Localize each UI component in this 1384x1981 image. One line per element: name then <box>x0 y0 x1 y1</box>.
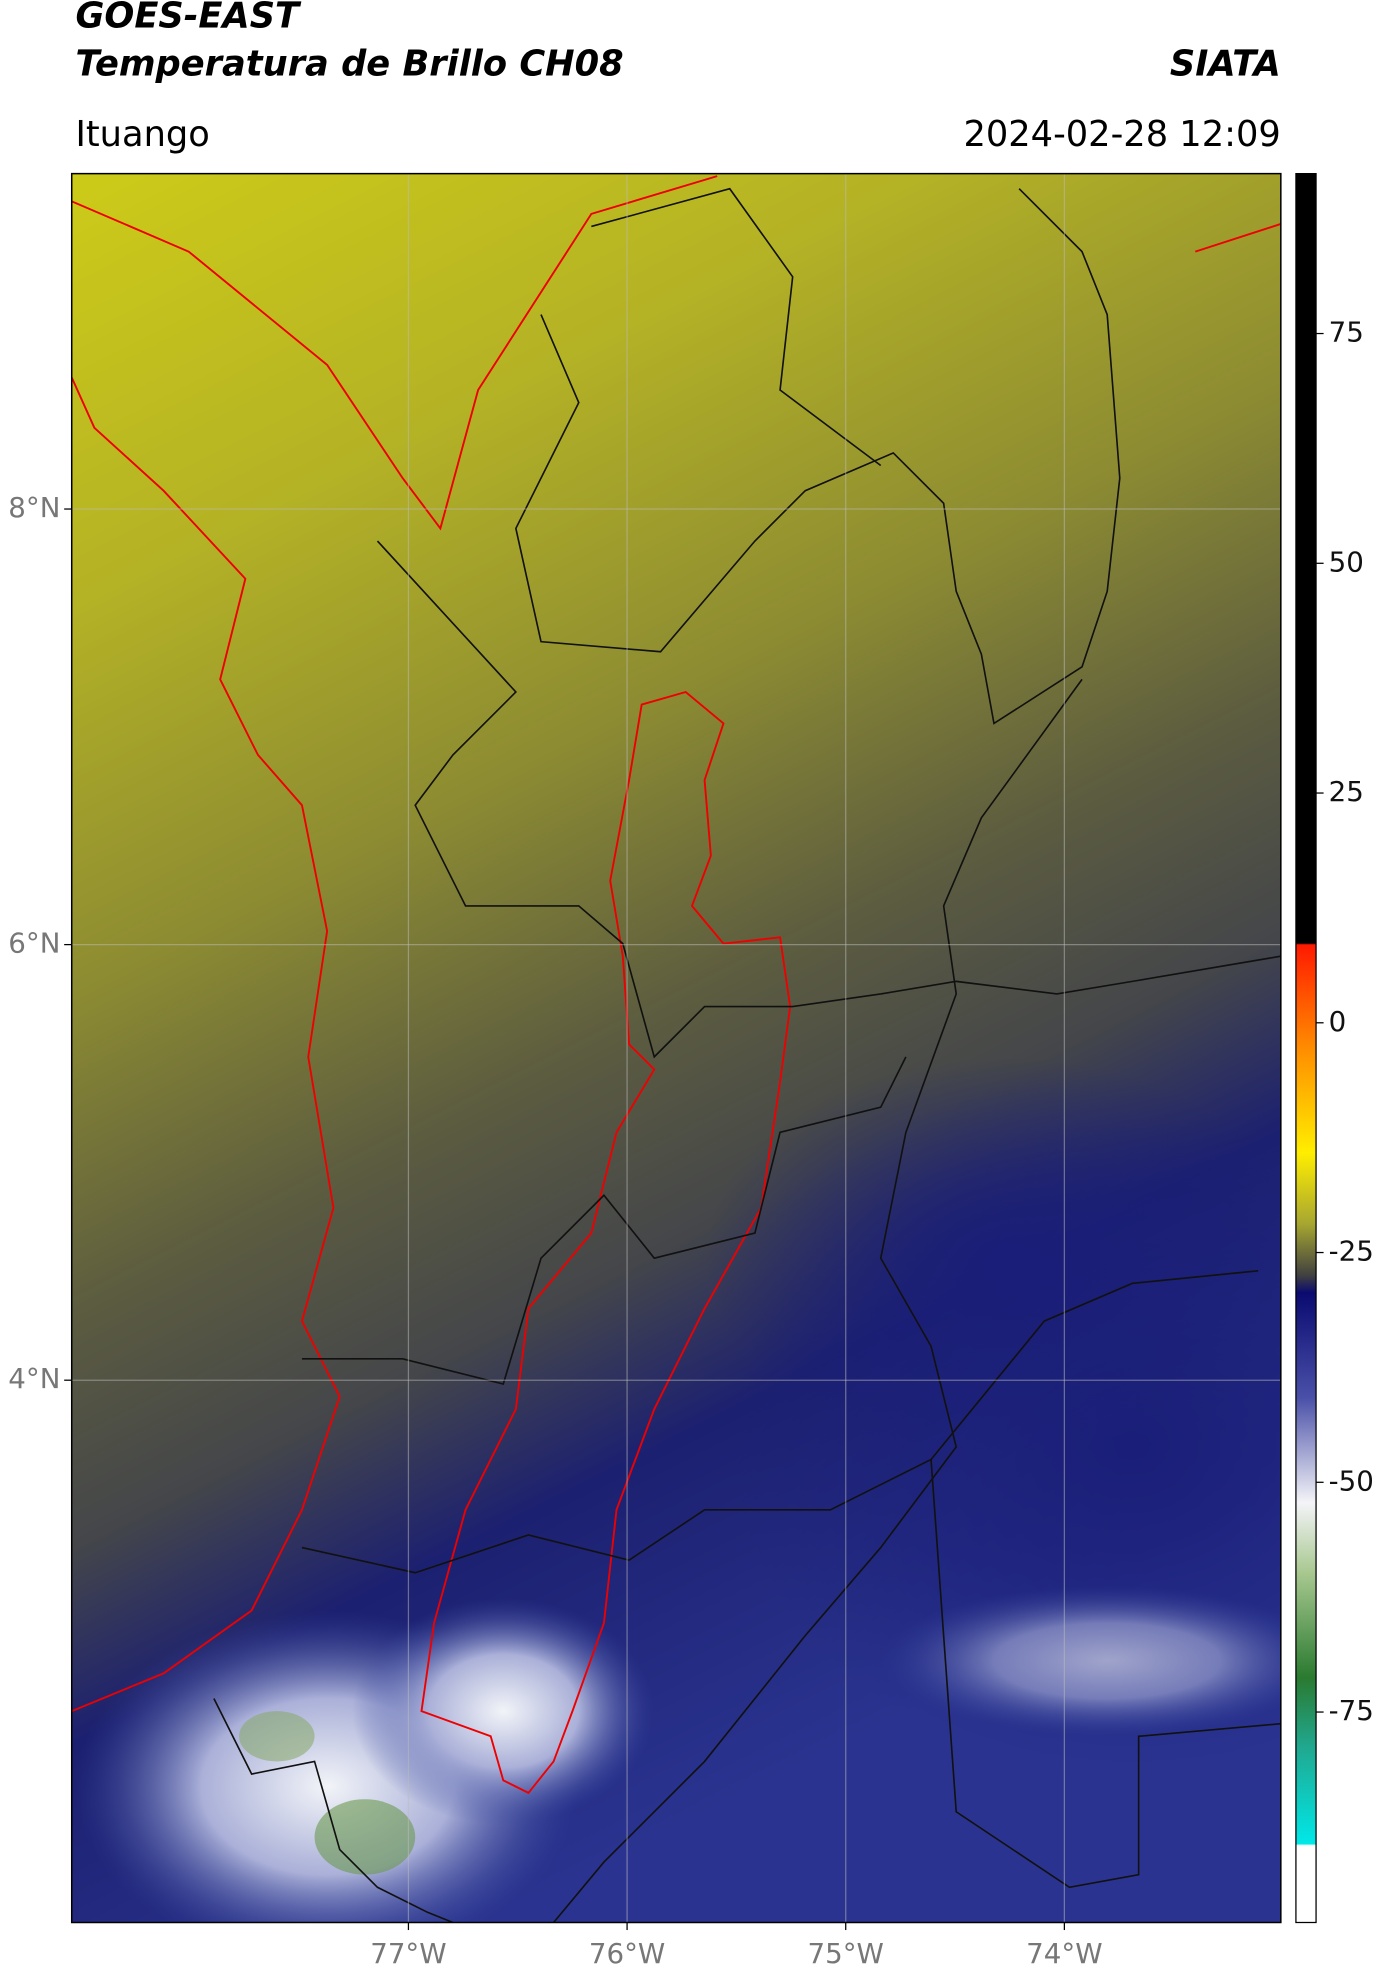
x-tick-label: 77°W <box>370 1937 446 1970</box>
location: Ituango <box>75 114 209 155</box>
colorbar-tick-label: -50 <box>1329 1464 1374 1497</box>
colorbar-tick-label: 25 <box>1329 775 1364 808</box>
map-frame <box>70 172 1282 1924</box>
y-tick-label: 8°N <box>8 491 60 524</box>
x-tick-label: 74°W <box>1026 1937 1102 1970</box>
colorbar-tick-label: 75 <box>1329 316 1364 349</box>
colorbar-tick-label: 0 <box>1329 1005 1347 1038</box>
subtitle: Temperatura de Brillo CH08 <box>75 43 623 84</box>
source: SIATA <box>1170 43 1281 84</box>
x-tick-label: 76°W <box>589 1937 665 1970</box>
datetime: 2024-02-28 12:09 <box>963 114 1280 155</box>
grid-layer <box>71 173 1281 1923</box>
x-tick-label: 75°W <box>808 1937 884 1970</box>
y-tick-label: 4°N <box>8 1362 60 1395</box>
map-image <box>71 173 1281 1923</box>
title: GOES-EAST <box>75 0 302 37</box>
colorbar <box>1295 172 1317 1924</box>
colorbar-tick-label: -25 <box>1329 1235 1374 1268</box>
colorbar-tick-label: -75 <box>1329 1694 1374 1727</box>
y-tick-label: 6°N <box>8 927 60 960</box>
colorbar-tick-label: 50 <box>1329 545 1364 578</box>
